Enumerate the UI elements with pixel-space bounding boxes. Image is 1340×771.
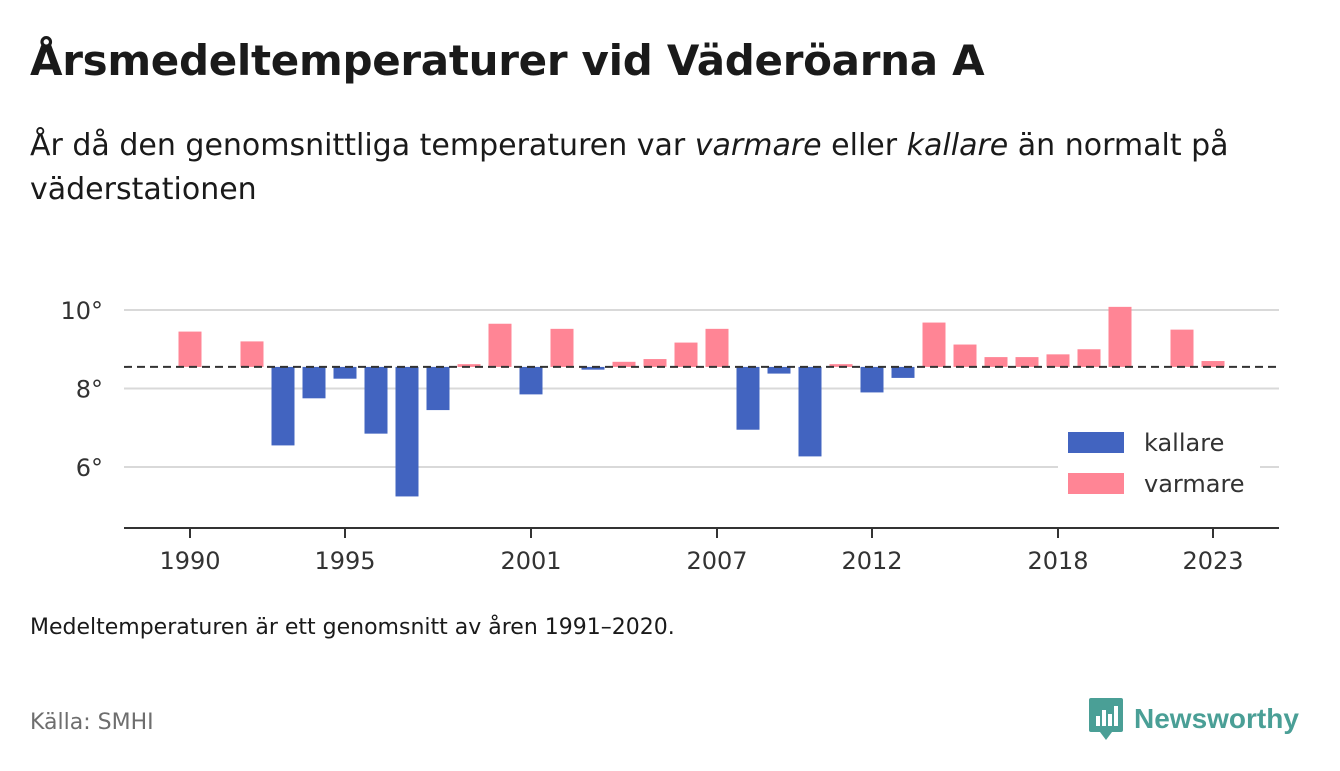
y-tick-label: 8° <box>76 376 103 404</box>
subtitle-text-3: än normalt på väderstationen <box>30 128 1229 207</box>
newsworthy-logo[interactable]: Newsworthy <box>1088 696 1299 742</box>
legend-label-varmare: varmare <box>1144 470 1245 498</box>
x-tick-label: 1995 <box>314 547 375 575</box>
bar-kallare <box>767 366 791 374</box>
bar-kallare <box>333 366 357 379</box>
bar-varmare <box>984 357 1008 367</box>
legend-swatch-varmare <box>1068 473 1124 494</box>
bar-varmare <box>1170 329 1194 367</box>
bar-varmare <box>674 342 698 367</box>
chart-title: Årsmedeltemperaturer vid Väderöarna A <box>30 36 985 85</box>
subtitle-emphasis-colder: kallare <box>906 128 1009 163</box>
legend-swatch-kallare <box>1068 432 1124 453</box>
bar-varmare <box>488 323 512 367</box>
bar-kallare <box>581 366 605 370</box>
x-tick-label: 2023 <box>1182 547 1243 575</box>
bar-varmare <box>643 359 667 367</box>
y-axis-ticks: 6° 8° 10° <box>60 297 103 482</box>
y-tick-label: 6° <box>76 454 103 482</box>
bar-kallare <box>395 366 419 497</box>
chart-subtitle: År då den genomsnittliga temperaturen va… <box>30 124 1310 212</box>
bar-varmare <box>1201 361 1225 367</box>
x-axis: 1990 1995 2001 2007 2012 2018 2023 <box>124 527 1279 575</box>
bar-varmare <box>922 322 946 367</box>
bar-varmare <box>1077 349 1101 367</box>
bar-kallare <box>364 366 388 434</box>
bar-kallare <box>426 366 450 411</box>
bar-varmare <box>829 364 853 367</box>
bar-chart: 6° 8° 10° 1990 1995 2001 2007 2012 2018 2023 kal… <box>60 297 1279 575</box>
bar-varmare <box>1015 357 1039 367</box>
bar-varmare <box>1046 354 1070 367</box>
x-tick-label: 2018 <box>1027 547 1088 575</box>
y-tick-label: 10° <box>60 297 103 325</box>
legend: kallare varmare <box>1058 424 1260 506</box>
bar-varmare <box>457 364 481 367</box>
bar-varmare <box>1108 306 1132 367</box>
bar-kallare <box>891 366 915 378</box>
source-label: Källa: SMHI <box>30 710 154 735</box>
bar-varmare <box>612 361 636 367</box>
bar-kallare <box>519 366 543 395</box>
bar-varmare <box>953 344 977 367</box>
subtitle-text-2: eller <box>821 128 907 163</box>
bar-kallare <box>302 366 326 399</box>
bar-kallare <box>798 366 822 457</box>
x-tick-label: 2012 <box>841 547 902 575</box>
bar-varmare <box>550 328 574 367</box>
bar-varmare <box>705 328 729 367</box>
bars <box>178 306 1225 497</box>
newsworthy-chart-icon <box>1089 698 1123 740</box>
subtitle-text-1: År då den genomsnittliga temperaturen va… <box>30 128 695 163</box>
brand-name: Newsworthy <box>1134 703 1299 734</box>
subtitle-emphasis-warmer: varmare <box>694 128 822 163</box>
footnote: Medeltemperaturen är ett genomsnitt av å… <box>30 615 675 640</box>
x-tick-label: 2001 <box>500 547 561 575</box>
bar-varmare <box>178 331 202 367</box>
x-tick-label: 1990 <box>159 547 220 575</box>
bar-kallare <box>860 366 884 393</box>
bar-kallare <box>736 366 760 430</box>
bar-kallare <box>271 366 295 446</box>
bar-varmare <box>240 341 264 367</box>
x-tick-label: 2007 <box>686 547 747 575</box>
legend-label-kallare: kallare <box>1144 429 1224 457</box>
